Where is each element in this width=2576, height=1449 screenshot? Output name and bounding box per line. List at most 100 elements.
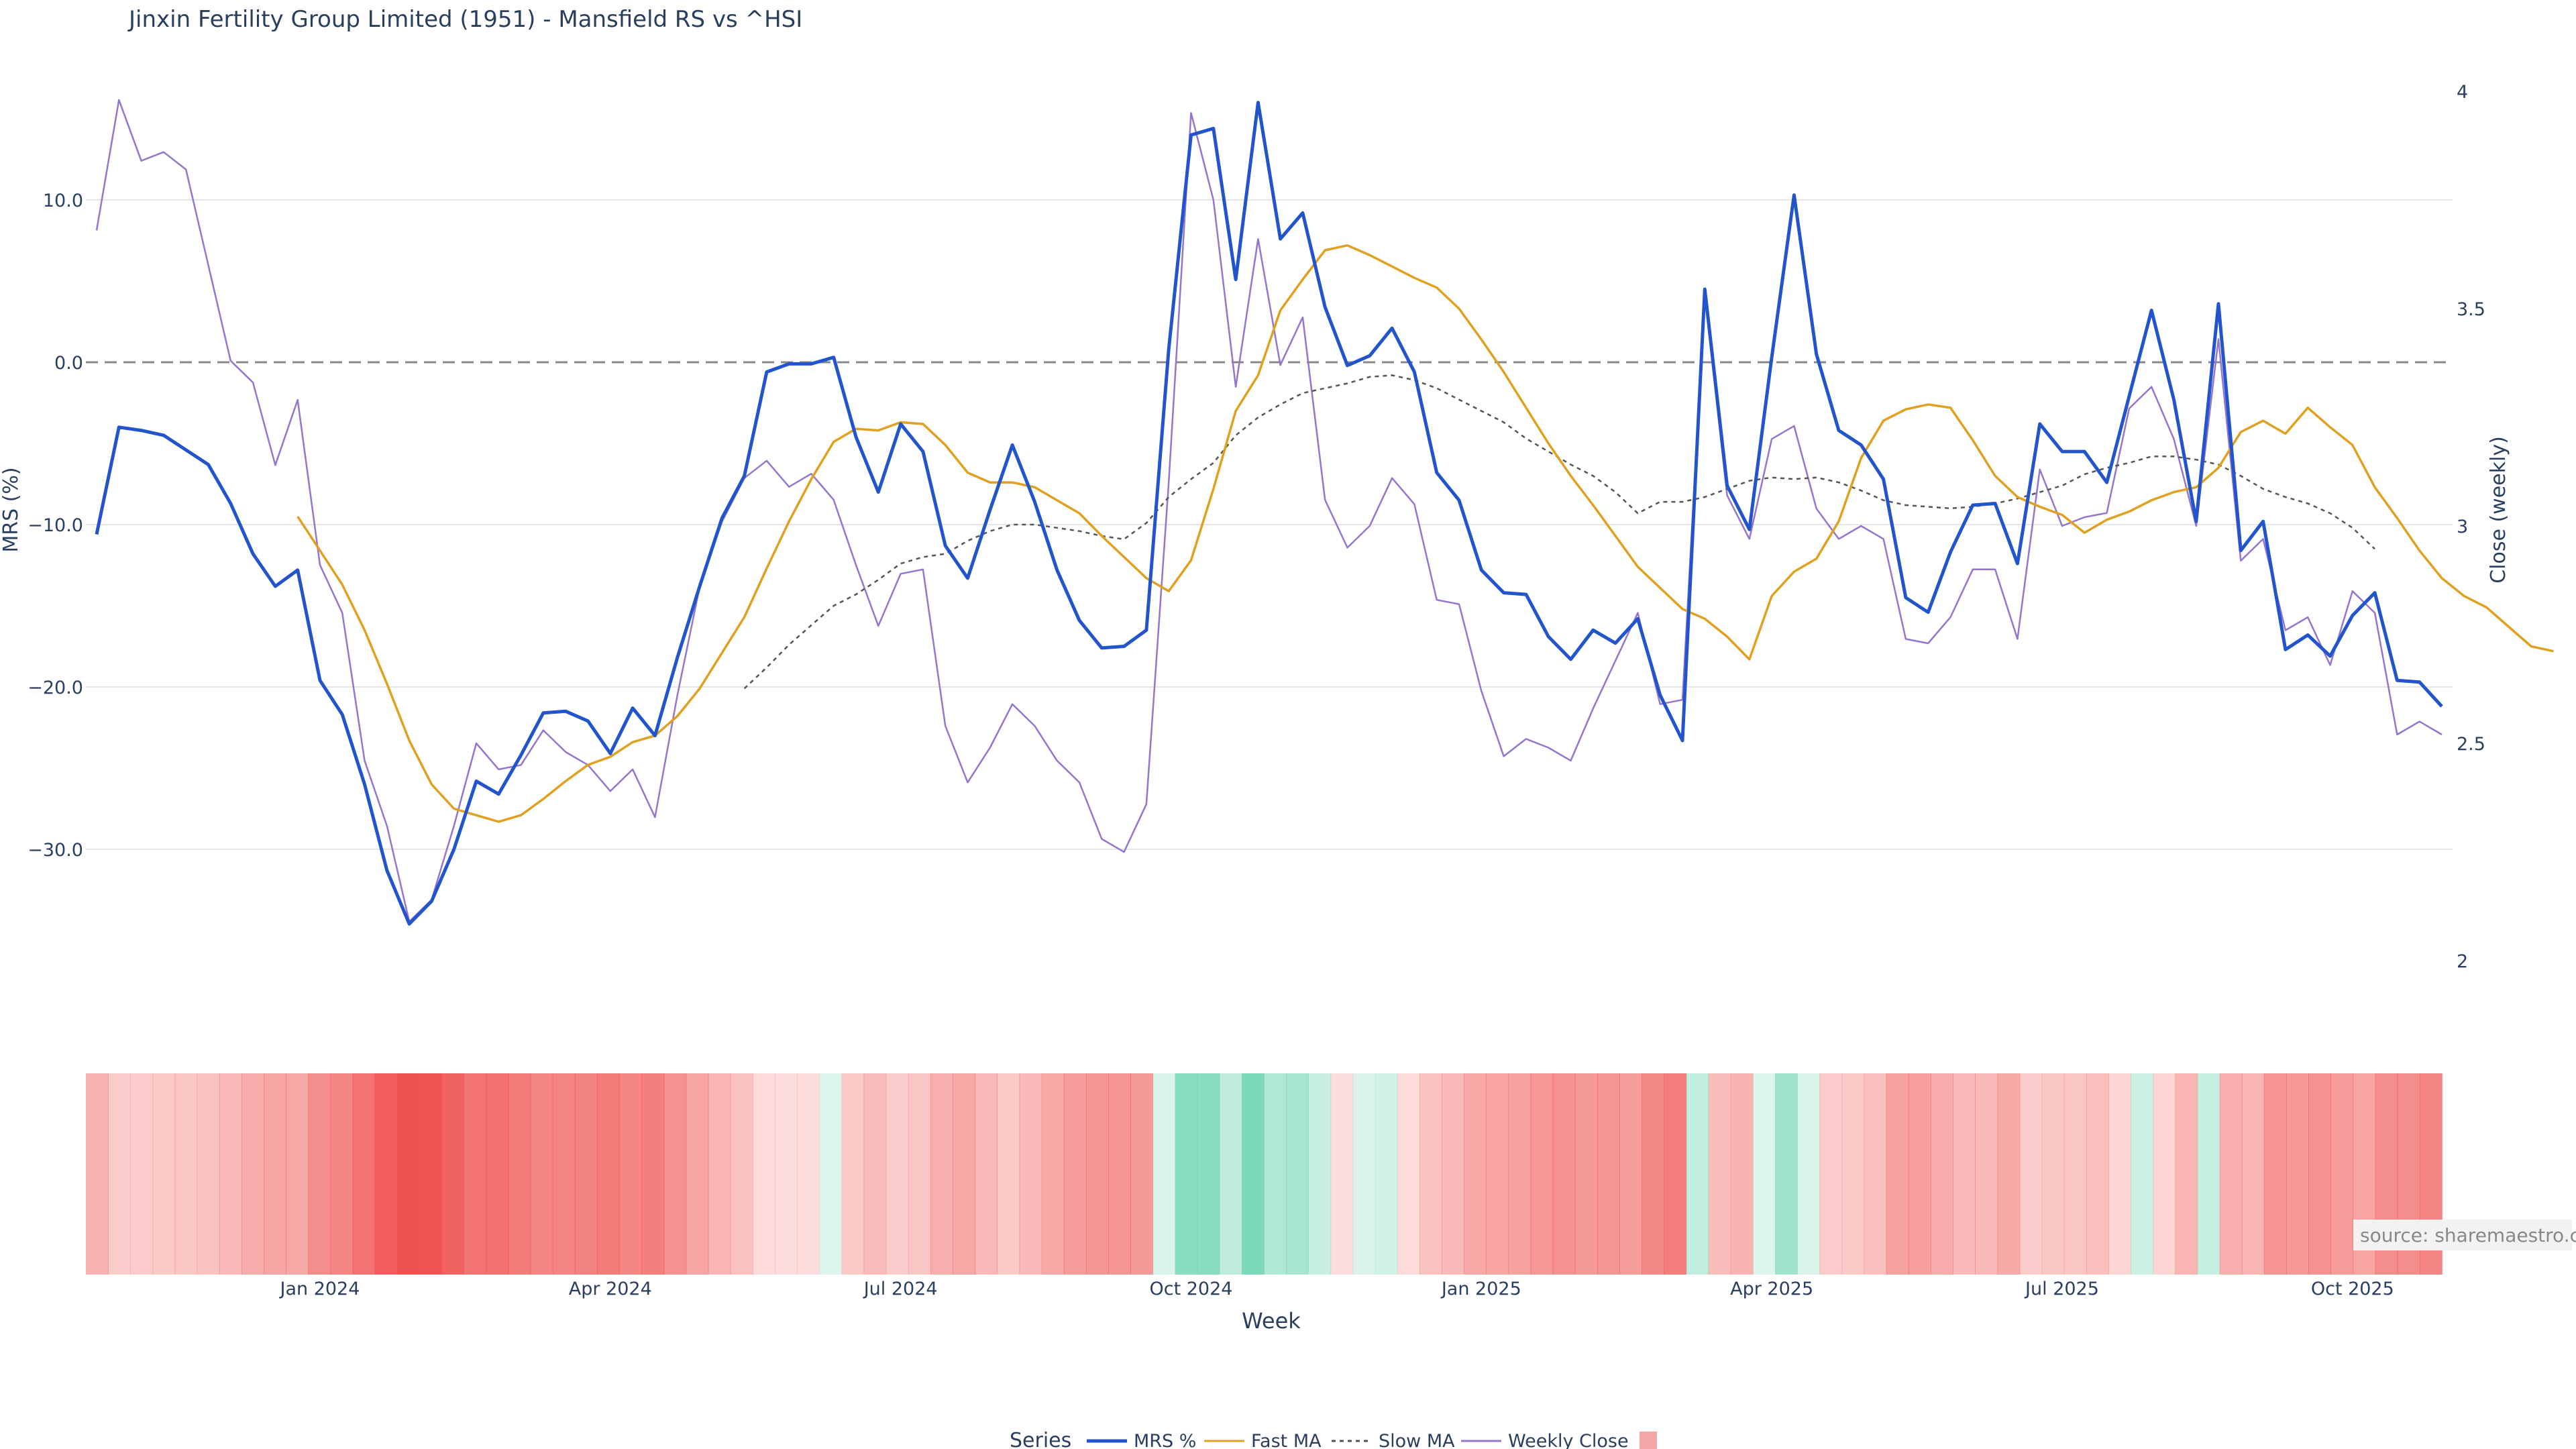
heatstrip-cell [1152,1073,1176,1275]
heatstrip-cell [1574,1073,1598,1275]
legend-label: Fast MA [1251,1431,1322,1449]
heatstrip-cell [2041,1073,2065,1275]
heatstrip-cell [2286,1073,2309,1275]
left-axis: 10.0 0.0 −10.0 −20.0 −30.0 [28,191,83,861]
heatstrip-cell [152,1073,176,1275]
heatstrip-cell [1442,1073,1464,1275]
heatstrip-cell [1997,1073,2021,1275]
gridlines [86,199,2453,850]
heatstrip-cell [1642,1073,1665,1275]
heatstrip-cell [1552,1073,1576,1275]
heatstrip-cell [508,1073,531,1275]
heatstrip-cell [1085,1073,1109,1275]
heatstrip-cell [130,1073,154,1275]
heatstrip-cell [1775,1073,1798,1275]
heatstrip-cell [1597,1073,1620,1275]
heatstrip-cell [2241,1073,2265,1275]
chart-title: Jinxin Fertility Group Limited (1951) - … [127,6,802,33]
heatstrip-cell [1286,1073,1309,1275]
legend-label: MRS % [1134,1431,1196,1449]
heatstrip-cell [2153,1073,2176,1275]
heatstrip-cell [730,1073,753,1275]
heatstrip-cell [2108,1073,2131,1275]
series-weekly-close-line [95,99,2443,922]
right-tick-label: 2 [2457,951,2468,972]
heatstrip-cell [1486,1073,1509,1275]
heatstrip-cell [197,1073,220,1275]
heatstrip-cell [2175,1073,2198,1275]
heatstrip-cell [2308,1073,2332,1275]
left-tick-label: −20.0 [28,678,83,698]
heatstrip-cell [1397,1073,1420,1275]
heatstrip-cell [1330,1073,1354,1275]
right-tick-label: 3.5 [2457,299,2485,320]
heatstrip-cell [1953,1073,1976,1275]
heatstrip-cell [441,1073,464,1275]
series-mrs-line [95,101,2443,926]
x-axis: Jan 2024 Apr 2024 Jul 2024 Oct 2024 Jan 2025… [278,1279,2394,1299]
heatstrip-cell [1108,1073,1131,1275]
series-layer [95,99,2554,926]
heatstrip-cell [1352,1073,1376,1275]
heatstrip-cell [2263,1073,2287,1275]
heatstrip-cell [374,1073,398,1275]
heatstrip-cell [708,1073,731,1275]
right-tick-label: 4 [2457,82,2468,103]
heatstrip-cell [1197,1073,1220,1275]
x-tick-label: Apr 2024 [569,1279,652,1299]
heatstrip-cell [396,1073,420,1275]
heatstrip-cell [819,1073,843,1275]
legend-label: Slow MA [1379,1431,1455,1449]
left-tick-label: 10.0 [43,191,83,211]
heatstrip-cell [1730,1073,1754,1275]
heatstrip-cell [930,1073,953,1275]
heatstrip-cell [975,1073,998,1275]
x-tick-label: Oct 2025 [2311,1279,2394,1299]
heatstrip-cell [1864,1073,1887,1275]
heatstrip-cell [663,1073,687,1275]
right-axis-title: Close (weekly) [2487,436,2510,584]
mrs-heatstrip [86,1073,2443,1275]
heatstrip-cell [2197,1073,2220,1275]
heatstrip-cell [997,1073,1020,1275]
heatstrip-cell [797,1073,820,1275]
heatstrip-cell [1931,1073,1953,1275]
heatstrip-cell [2330,1073,2354,1275]
heatstrip-cell [264,1073,286,1275]
legend-swatch-heatstrip [1640,1432,1657,1449]
heatstrip-cell [841,1073,865,1275]
heatstrip-cell [1841,1073,1865,1275]
heatstrip-cell [1419,1073,1442,1275]
heatstrip-cell [1619,1073,1642,1275]
right-tick-label: 2.5 [2457,734,2485,755]
heatstrip-cell [597,1073,620,1275]
heatstrip-cell [419,1073,442,1275]
heatstrip-cell [1041,1073,1065,1275]
heatstrip-cell [1908,1073,1931,1275]
legend: Series MRS % Fast MA Slow MA Weekly Close [1010,1429,1657,1449]
x-tick-label: Oct 2024 [1149,1279,1232,1299]
heatstrip-cell [530,1073,553,1275]
left-axis-title: MRS (%) [0,467,23,552]
x-axis-title: Week [1242,1308,1301,1334]
heatstrip-cell [2019,1073,2043,1275]
heatstrip-cell [308,1073,331,1275]
heatstrip-cell [619,1073,643,1275]
heatstrip-cell [753,1073,775,1275]
source-label: source: sharemaestro.com [2360,1224,2576,1246]
heatstrip-cell [1819,1073,1843,1275]
source-badge: source: sharemaestro.com [2353,1220,2576,1250]
heatstrip-cell [286,1073,309,1275]
heatstrip-cell [1175,1073,1198,1275]
x-tick-label: Jan 2024 [278,1279,360,1299]
heatstrip-cell [863,1073,887,1275]
heatstrip-cell [86,1073,109,1275]
heatstrip-cell [552,1073,576,1275]
x-tick-label: Jul 2024 [863,1279,938,1299]
legend-title: Series [1010,1429,1071,1449]
heatstrip-cell [330,1073,354,1275]
heatstrip-cell [1219,1073,1242,1275]
heatstrip-cell [1241,1073,1265,1275]
heatstrip-cell [953,1073,976,1275]
